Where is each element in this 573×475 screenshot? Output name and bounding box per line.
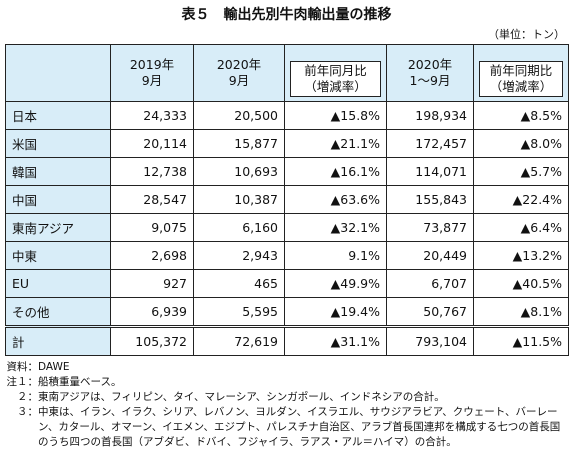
- cell: 20,449: [386, 241, 474, 270]
- note-label: ２：: [17, 391, 38, 403]
- table-row: 中東 2,698 2,943 9.1% 20,449 ▲13.2%: [5, 241, 569, 270]
- table-row: EU 927 465 ▲49.9% 6,707 ▲40.5%: [5, 269, 569, 298]
- note: 注１： 船積重量ベース。: [4, 375, 566, 390]
- note-text: DAWE: [38, 361, 70, 373]
- row-label: 中国: [5, 185, 111, 214]
- cell: ▲5.7%: [473, 157, 569, 186]
- note-text: 船積重量ベース。: [38, 376, 122, 388]
- note-label: 注１：: [6, 376, 39, 388]
- row-label: 計: [5, 325, 111, 356]
- cell: 10,693: [193, 157, 285, 186]
- cell: ▲21.1%: [284, 129, 387, 158]
- title: 表５ 輸出先別牛肉輸出量の推移: [181, 7, 392, 23]
- notes: 資料： DAWE 注１： 船積重量ベース。 ２： 東南アジアは、フィリピン、タイ、マレーシ…: [4, 360, 566, 450]
- table-row: 東南アジア 9,075 6,160 ▲32.1% 73,877 ▲6.4%: [5, 213, 569, 242]
- cell: 73,877: [386, 213, 474, 242]
- cell: ▲8.1%: [473, 297, 569, 327]
- cell: 9,075: [110, 213, 194, 242]
- cell: 155,843: [386, 185, 474, 214]
- table-row: 韓国 12,738 10,693 ▲16.1% 114,071 ▲5.7%: [5, 157, 569, 186]
- cell: 10,387: [193, 185, 285, 214]
- table-row: 日本 24,333 20,500 ▲15.8% 198,934 ▲8.5%: [5, 101, 569, 130]
- cell: 12,738: [110, 157, 194, 186]
- cell: 9.1%: [284, 241, 387, 270]
- cell: ▲6.4%: [473, 213, 569, 242]
- table-row: 計 105,372 72,619 ▲31.1% 793,104 ▲11.5%: [5, 325, 569, 356]
- row-label: 中東: [5, 241, 111, 270]
- cell: 6,939: [110, 297, 194, 327]
- column-header: 2020年 1～9月: [386, 44, 474, 102]
- cell: ▲40.5%: [473, 269, 569, 298]
- cell: 6,707: [386, 269, 474, 298]
- cell: ▲16.1%: [284, 157, 387, 186]
- cell: 5,595: [193, 297, 285, 327]
- table-row: 中国 28,547 10,387 ▲63.6% 155,843 ▲22.4%: [5, 185, 569, 214]
- cell: 105,372: [110, 325, 194, 356]
- cell: 72,619: [193, 325, 285, 356]
- cell: 15,877: [193, 129, 285, 158]
- cell: 28,547: [110, 185, 194, 214]
- note-label: ３：: [17, 406, 38, 418]
- row-label: EU: [5, 269, 111, 298]
- cell: ▲63.6%: [284, 185, 387, 214]
- column-header: 2019年 9月: [110, 44, 194, 102]
- column-header: 2020年 9月: [193, 44, 285, 102]
- cell: 465: [193, 269, 285, 298]
- row-label: 韓国: [5, 157, 111, 186]
- cell: 114,071: [386, 157, 474, 186]
- note: ３： 中東は、イラン、イラク、シリア、レバノン、ヨルダン、イスラエル、サウジアラビ…: [4, 405, 566, 450]
- row-label: 東南アジア: [5, 213, 111, 242]
- column-header-box: 前年同期比 （増減率）: [479, 61, 563, 97]
- cell: 20,500: [193, 101, 285, 130]
- cell: ▲19.4%: [284, 297, 387, 327]
- cell: 20,114: [110, 129, 194, 158]
- cell: 2,698: [110, 241, 194, 270]
- column-header: 前年同月比 （増減率）: [284, 44, 387, 102]
- note: 資料： DAWE: [4, 360, 566, 375]
- note-label: 資料：: [6, 361, 39, 373]
- cell: ▲15.8%: [284, 101, 387, 130]
- note-text: 東南アジアは、フィリピン、タイ、マレーシア、シンガポール、インドネシアの合計。: [38, 391, 445, 403]
- row-label: 米国: [5, 129, 111, 158]
- cell: 198,934: [386, 101, 474, 130]
- cell: ▲31.1%: [284, 325, 387, 356]
- row-label: その他: [5, 297, 111, 327]
- cell: 927: [110, 269, 194, 298]
- header-row: 2019年 9月 2020年 9月 前年同月比 （増減率） 2020年 1～9月 前年同…: [5, 44, 569, 102]
- cell: 50,767: [386, 297, 474, 327]
- row-label: 日本: [5, 101, 111, 130]
- cell: ▲8.5%: [473, 101, 569, 130]
- column-header: 前年同期比 （増減率）: [473, 44, 569, 102]
- note-text: 中東は、イラン、イラク、シリア、レバノン、ヨルダン、イスラエル、サウジアラビア、…: [38, 406, 561, 448]
- table-row: その他 6,939 5,595 ▲19.4% 50,767 ▲8.1%: [5, 297, 569, 327]
- cell: ▲8.0%: [473, 129, 569, 158]
- cell: 6,160: [193, 213, 285, 242]
- table-body: 日本 24,333 20,500 ▲15.8% 198,934 ▲8.5% 米国 20,114…: [5, 101, 569, 356]
- note: ２： 東南アジアは、フィリピン、タイ、マレーシア、シンガポール、インドネシアの合計…: [4, 390, 566, 405]
- cell: 172,457: [386, 129, 474, 158]
- column-header: [5, 44, 111, 102]
- unit: （単位：トン）: [488, 28, 565, 41]
- cell: ▲49.9%: [284, 269, 387, 298]
- table-row: 米国 20,114 15,877 ▲21.1% 172,457 ▲8.0%: [5, 129, 569, 158]
- cell: ▲32.1%: [284, 213, 387, 242]
- table: 2019年 9月 2020年 9月 前年同月比 （増減率） 2020年 1～9月 前年同…: [5, 44, 569, 356]
- cell: ▲13.2%: [473, 241, 569, 270]
- cell: ▲11.5%: [473, 325, 569, 356]
- column-header-box: 前年同月比 （増減率）: [290, 61, 381, 97]
- cell: 2,943: [193, 241, 285, 270]
- cell: ▲22.4%: [473, 185, 569, 214]
- cell: 793,104: [386, 325, 474, 356]
- cell: 24,333: [110, 101, 194, 130]
